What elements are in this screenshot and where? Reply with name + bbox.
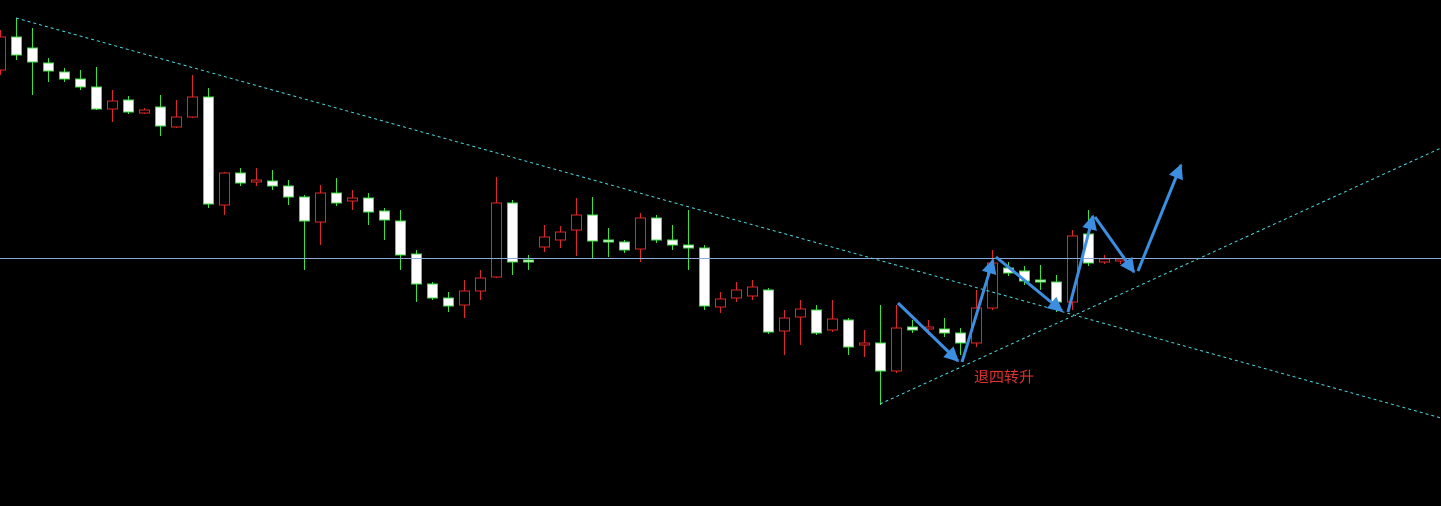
arrow: [995, 255, 1064, 313]
arrow: [1066, 214, 1097, 313]
candle-body: [427, 283, 438, 299]
candle-body: [571, 214, 582, 231]
candle-body: [667, 239, 678, 246]
candle-body: [491, 202, 502, 278]
candle-body: [1051, 281, 1062, 303]
candle-body: [699, 247, 710, 307]
candle-body: [459, 290, 470, 306]
candle-body: [107, 100, 118, 110]
candle-body: [859, 342, 870, 346]
candle-body: [603, 239, 614, 243]
candle-body: [587, 214, 598, 242]
candle-body: [619, 241, 630, 251]
candles: [0, 18, 1126, 405]
candle-body: [315, 192, 326, 223]
candle-body: [347, 197, 358, 202]
candle-body: [363, 197, 374, 213]
candle-body: [683, 244, 694, 249]
candle-body: [523, 259, 534, 263]
candle-body: [715, 298, 726, 308]
candle-body: [139, 109, 150, 114]
candle-body: [91, 86, 102, 110]
arrows: [896, 163, 1183, 363]
arrow: [1136, 163, 1183, 272]
candle-body: [155, 106, 166, 127]
candle-body: [1099, 258, 1110, 263]
candle-body: [75, 78, 86, 88]
candle-body: [235, 172, 246, 184]
candle-body: [219, 172, 230, 206]
candle-body: [939, 328, 950, 334]
candle-body: [123, 99, 134, 113]
trend-line-down: [15, 17, 1441, 419]
annotation: 退四转升: [974, 368, 1034, 386]
candle-body: [891, 327, 902, 372]
candle-body: [747, 286, 758, 297]
candle-body: [379, 210, 390, 221]
candle-body: [331, 192, 342, 204]
arrow: [1093, 216, 1136, 274]
candle-body: [1067, 235, 1078, 303]
candle-body: [11, 36, 22, 56]
candle-body: [731, 289, 742, 299]
candle-body: [251, 179, 262, 183]
candle-body: [171, 116, 182, 128]
candle-body: [267, 180, 278, 187]
candle-body: [795, 308, 806, 318]
candle-body: [507, 202, 518, 263]
candle-body: [187, 96, 198, 118]
candle-body: [779, 317, 790, 332]
trend-line-up: [879, 147, 1441, 405]
candle-body: [395, 220, 406, 256]
candle-body: [203, 96, 214, 205]
candle-body: [59, 71, 70, 80]
candle-body: [971, 307, 982, 344]
candle-body: [827, 318, 838, 331]
candle-body: [811, 309, 822, 334]
candle-body: [763, 289, 774, 333]
candle-body: [0, 36, 6, 71]
candle-body: [443, 297, 454, 307]
candle-body: [27, 47, 38, 63]
candle-body: [955, 332, 966, 344]
candle-body: [1035, 279, 1046, 283]
candle-body: [475, 277, 486, 292]
candle-body: [299, 196, 310, 222]
candle-body: [539, 236, 550, 248]
candle-body: [555, 231, 566, 241]
candle-body: [283, 185, 294, 198]
candle-body: [43, 62, 54, 72]
candle-body: [651, 217, 662, 241]
arrow: [896, 301, 960, 363]
candle-body: [843, 319, 854, 348]
candle-body: [635, 217, 646, 250]
arrow: [960, 258, 997, 363]
candle-body: [411, 253, 422, 285]
candle-body: [875, 342, 886, 372]
candle-body: [907, 326, 918, 331]
